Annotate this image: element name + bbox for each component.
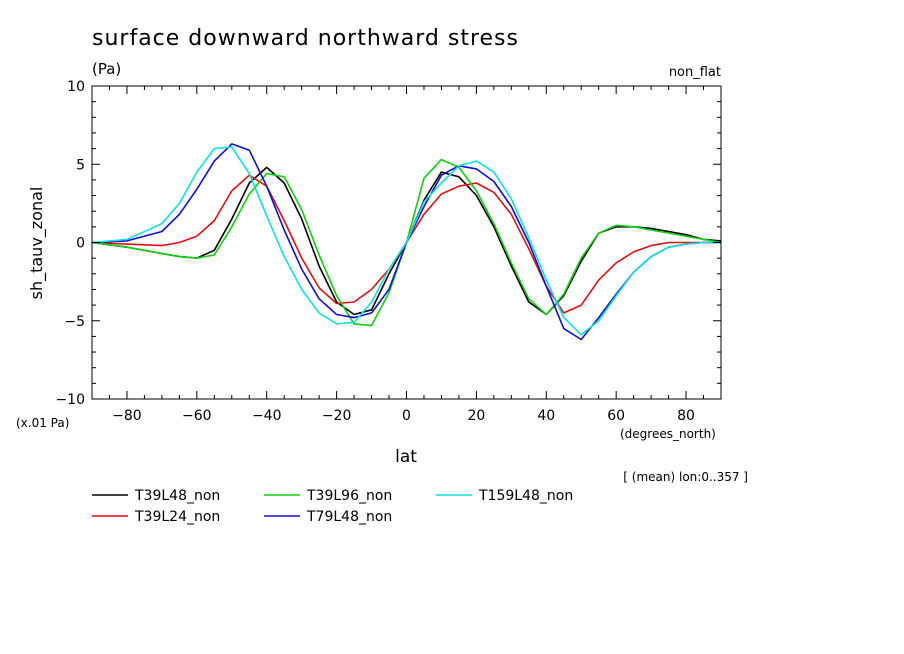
series-line-3 <box>91 158 722 327</box>
legend-label: T39L96_non <box>306 488 392 504</box>
experiment-label: non_flat <box>669 65 721 80</box>
x-tick-label: 20 <box>467 408 485 424</box>
y-tick-label: 10 <box>67 79 85 95</box>
legend-label: T159L48_non <box>478 488 573 504</box>
y-tick-label: −5 <box>64 314 85 330</box>
y-tick-label: 0 <box>76 236 85 252</box>
x-tick-label: −20 <box>322 408 352 424</box>
y-tick-label: −10 <box>55 392 85 408</box>
x-tick-label: −60 <box>182 408 212 424</box>
legend-label: T39L24_non <box>134 509 220 525</box>
series-line-2 <box>91 174 721 314</box>
legend-label: T79L48_non <box>306 509 392 525</box>
x-tick-label: 80 <box>677 408 695 424</box>
subset-label: [ (mean) lon:0..357 ] <box>623 470 748 484</box>
x-tick-label: 60 <box>607 408 625 424</box>
legend-item: T39L96_non <box>264 488 392 504</box>
legend-item: T79L48_non <box>264 509 392 525</box>
legend: T39L48_non T39L24_non T39L96_non T79L48_non… <box>92 488 573 525</box>
chart-title: surface downward northward stress <box>92 26 519 51</box>
x-tick-label: −40 <box>252 408 282 424</box>
x-axis-label: lat <box>395 447 417 467</box>
y-scale-label: (x.01 Pa) <box>16 416 69 430</box>
series-layer <box>91 143 722 341</box>
y-axis-label: sh_tauv_zonal <box>27 187 47 300</box>
legend-item: T39L48_non <box>92 488 220 504</box>
legend-item: T159L48_non <box>436 488 573 504</box>
x-tick-label: −80 <box>112 408 142 424</box>
y-tick-label: 5 <box>76 157 85 173</box>
units-label: (Pa) <box>92 60 121 78</box>
x-units-label: (degrees_north) <box>620 427 716 441</box>
series-line-5 <box>91 146 721 336</box>
x-tick-label: 0 <box>402 408 411 424</box>
x-tick-label: 40 <box>537 408 555 424</box>
legend-item: T39L24_non <box>92 509 220 525</box>
series-line-1 <box>91 166 722 316</box>
legend-label: T39L48_non <box>134 488 220 504</box>
tick-layer: −80 −60 −40 −20 0 20 40 60 80 −10 −5 0 5 10 <box>55 79 722 424</box>
